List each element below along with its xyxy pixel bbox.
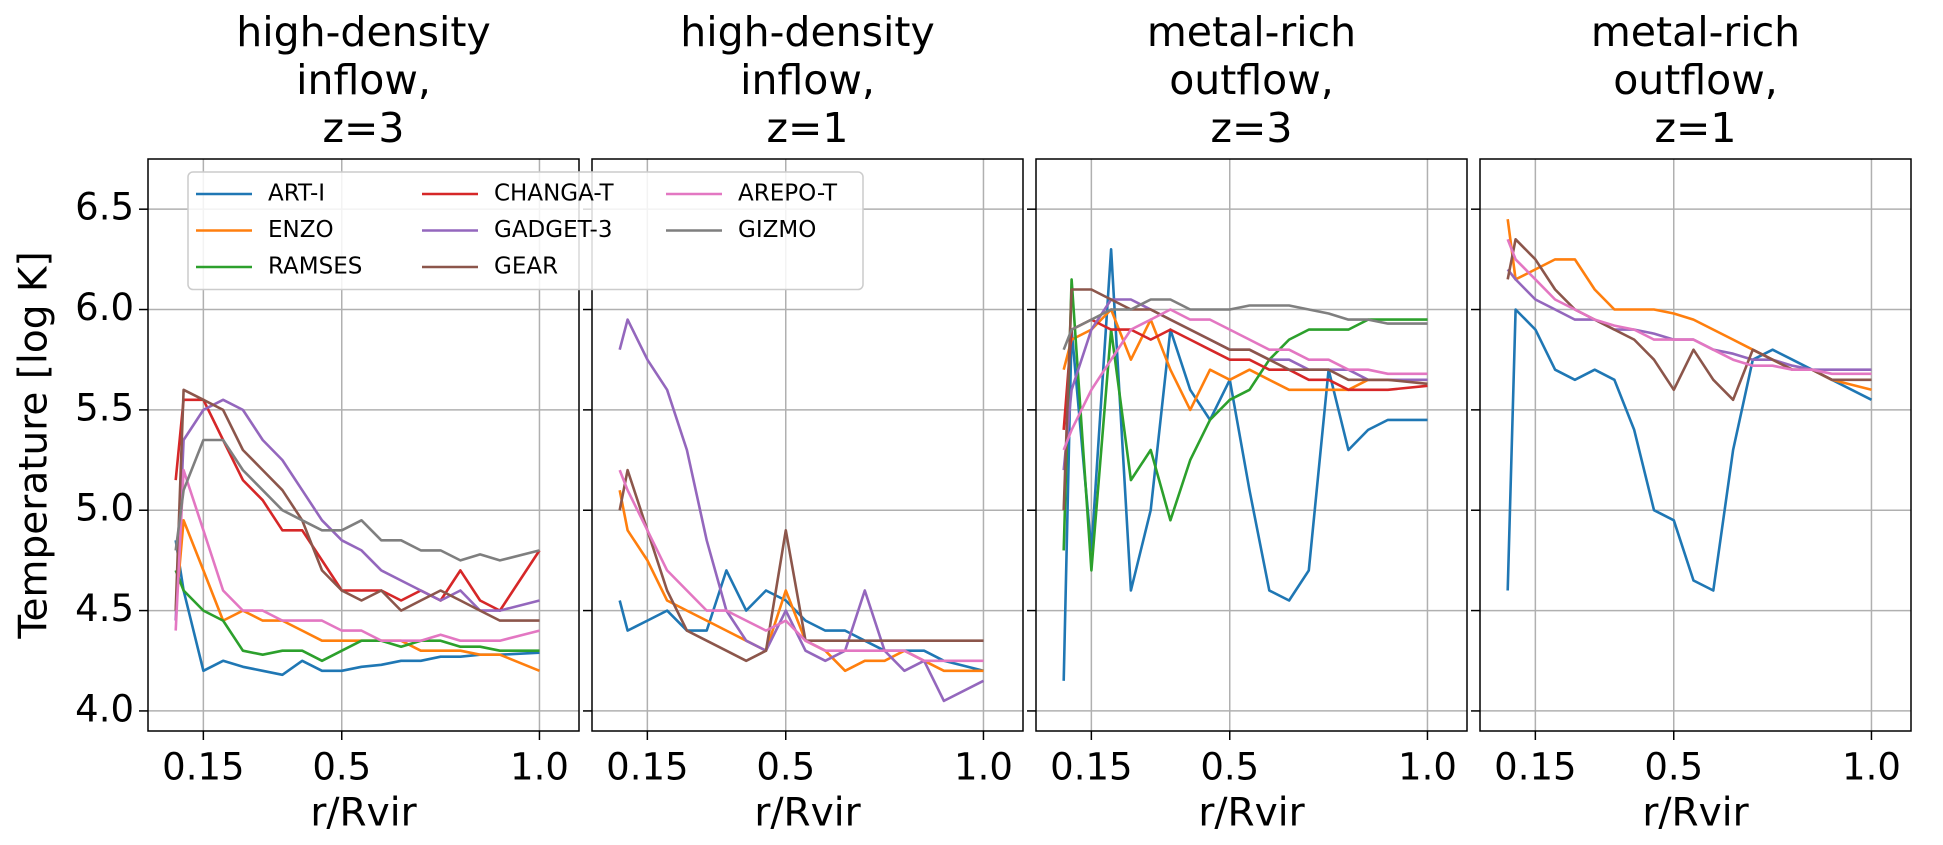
panel-title: metal-rich (1147, 8, 1356, 56)
x-tick-label: 0.15 (606, 746, 688, 789)
legend-label: GADGET-3 (494, 217, 613, 243)
legend-label: ART-I (268, 181, 325, 207)
plot-frame (147, 158, 580, 732)
y-axis-label: Temperature [log K] (12, 251, 57, 639)
panel-title: high-density (236, 8, 491, 56)
y-tick-label: 6.0 (75, 286, 134, 329)
y-tick-label: 5.0 (75, 487, 134, 530)
x-tick-label: 0.15 (162, 746, 244, 789)
x-axis-label: r/Rvir (310, 791, 417, 836)
panel-title: inflow, (740, 56, 875, 104)
x-tick-label: 0.15 (1494, 746, 1576, 789)
panel-title: z=1 (1655, 104, 1737, 152)
x-tick-label: 1.0 (1842, 746, 1901, 789)
data-line (1506, 238, 1872, 376)
data-line (1062, 318, 1428, 431)
legend-box (187, 171, 864, 291)
data-line (1062, 288, 1428, 511)
plot-frame (591, 158, 1024, 732)
data-line (1062, 308, 1428, 451)
x-tick-label: 0.5 (312, 746, 371, 789)
x-tick-label: 0.5 (1644, 746, 1703, 789)
x-tick-label: 1.0 (510, 746, 569, 789)
data-line (1062, 278, 1428, 572)
x-axis-label: r/Rvir (1198, 791, 1305, 836)
legend-label: AREPO-T (738, 181, 838, 207)
y-tick-label: 5.5 (75, 386, 134, 429)
legend-label: CHANGA-T (494, 181, 615, 207)
panel-title: outflow, (1169, 56, 1334, 104)
x-tick-label: 0.5 (756, 746, 815, 789)
x-tick-label: 0.5 (1200, 746, 1259, 789)
data-line (618, 318, 985, 703)
data-line (1062, 298, 1428, 351)
plot-frame (1035, 158, 1468, 732)
data-line (174, 540, 540, 677)
legend: ART-I ENZO RAMSES CHANGA-T GADGET-3 GEAR AREPO… (187, 171, 864, 291)
x-axis-label: r/Rvir (754, 791, 861, 836)
y-tick-label: 6.5 (75, 186, 134, 229)
plot-frame (1479, 158, 1912, 732)
x-tick-label: 1.0 (954, 746, 1013, 789)
legend-label: ENZO (268, 217, 334, 243)
data-line (618, 468, 984, 663)
data-line (1506, 308, 1873, 592)
y-tick-label: 4.5 (75, 587, 134, 630)
data-line (174, 398, 541, 612)
legend-label: RAMSES (268, 254, 362, 280)
x-axis-label: r/Rvir (1642, 791, 1749, 836)
panel-title: inflow, (296, 56, 431, 104)
x-tick-label: 1.0 (1398, 746, 1457, 789)
data-line (618, 469, 984, 663)
panel-title: z=3 (1211, 104, 1293, 152)
data-line (174, 398, 540, 621)
panel-title: outflow, (1613, 56, 1778, 104)
data-line (174, 468, 540, 642)
panel-title: z=3 (323, 104, 405, 152)
data-line (174, 438, 540, 562)
data-line (174, 569, 540, 663)
x-tick-label: 0.15 (1050, 746, 1132, 789)
legend-label: GIZMO (738, 217, 816, 243)
panel-title: z=1 (767, 104, 849, 152)
y-tick-label: 4.0 (75, 687, 134, 730)
panel-title: high-density (680, 8, 935, 56)
data-line (174, 388, 540, 622)
legend-label: GEAR (494, 254, 558, 280)
panel-title: metal-rich (1591, 8, 1800, 56)
data-line (1062, 248, 1428, 681)
